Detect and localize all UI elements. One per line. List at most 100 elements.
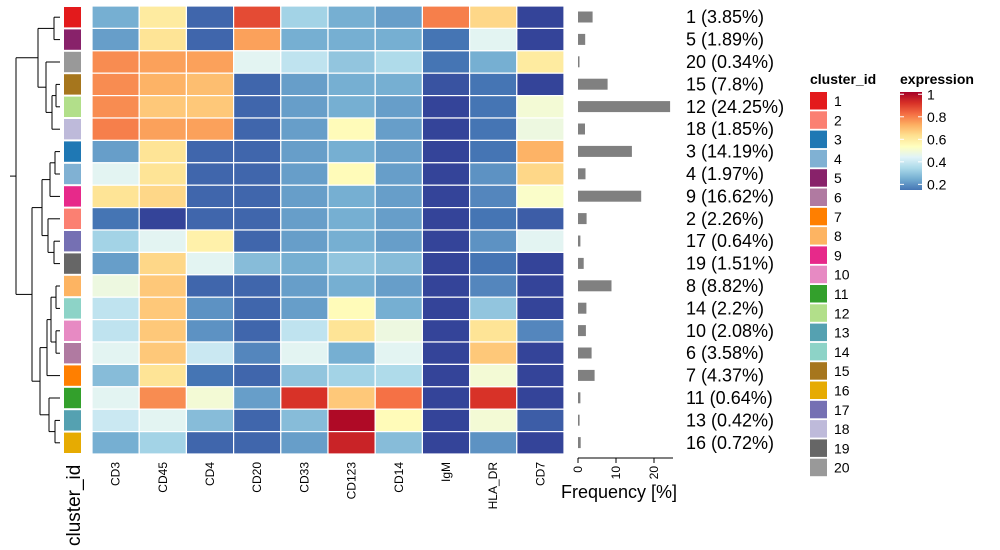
- frequency-bar: [578, 437, 581, 449]
- expression-tick-label: 0.8: [927, 109, 947, 125]
- heatmap-cell: [421, 50, 471, 74]
- cluster-annotation-cell: [64, 275, 81, 297]
- row-label: 14 (2.2%): [686, 298, 764, 318]
- cluster-legend-label: 19: [834, 440, 850, 456]
- frequency-bar: [578, 257, 584, 269]
- heatmap-cell: [469, 296, 518, 321]
- column-label: CD4: [203, 462, 217, 486]
- cluster-legend-label: 20: [834, 460, 850, 476]
- heatmap-cell: [374, 431, 424, 455]
- cluster-legend-label: 8: [834, 228, 842, 244]
- heatmap-cell: [280, 184, 329, 209]
- cluster-legend-swatch: [810, 439, 827, 457]
- heatmap-cell: [374, 94, 424, 119]
- heatmap-cell: [469, 251, 518, 276]
- column-label: CD123: [345, 462, 359, 500]
- heatmap-cell: [280, 50, 329, 74]
- column-labels: CD3 CD45 CD4 CD20 CD33 CD123 CD14 IgM HLA_DR CD7: [109, 462, 548, 510]
- heatmap-cell: [280, 207, 329, 231]
- row-label: 12 (24.25%): [686, 97, 784, 117]
- heatmap-cell: [138, 5, 187, 29]
- heatmap-cell: [469, 27, 518, 52]
- cluster-annotation-cell: [64, 320, 81, 341]
- heatmap-cell: [280, 117, 329, 141]
- heatmap-cell: [327, 72, 376, 97]
- cluster-legend-label: 16: [834, 383, 850, 399]
- heatmap-cell: [138, 274, 187, 298]
- heatmap-cell: [233, 319, 282, 343]
- heatmap-cell: [185, 50, 235, 74]
- heatmap-cell: [138, 184, 187, 209]
- heatmap-cell: [91, 27, 140, 52]
- row-label: 8 (8.82%): [686, 276, 764, 296]
- heatmap-cell: [280, 94, 329, 119]
- heatmap-cell: [280, 431, 329, 455]
- heatmap-cell: [469, 431, 518, 455]
- heatmap-cell: [469, 386, 518, 410]
- heatmap-cell: [280, 363, 329, 388]
- cluster-legend-label: 17: [834, 402, 850, 418]
- heatmap-cell: [374, 27, 424, 52]
- cluster-legend-swatch: [810, 265, 827, 284]
- heatmap-cell: [516, 274, 565, 298]
- heatmap-cell: [421, 341, 471, 365]
- heatmap-cell: [421, 251, 471, 276]
- cluster-legend-swatch: [810, 169, 827, 187]
- column-label: CD20: [250, 462, 264, 493]
- heatmap-cell: [327, 296, 376, 321]
- heatmap-cell: [374, 117, 424, 141]
- heatmap-cell: [469, 94, 518, 119]
- cluster-legend-swatch: [810, 130, 827, 149]
- heatmap-cell: [327, 251, 376, 276]
- cluster-legend-label: 15: [834, 363, 850, 379]
- heatmap-cell: [469, 363, 518, 388]
- heatmap-cell: [185, 139, 235, 164]
- heatmap-cell: [374, 184, 424, 209]
- cluster-legend-label: 12: [834, 305, 850, 321]
- heatmap-cell: [516, 386, 565, 410]
- heatmap-cell: [91, 5, 140, 29]
- row-labels: 1 (3.85%) 5 (1.89%)20 (0.34%)15 (7.8%) 12 …: [686, 7, 784, 453]
- heatmap-cell: [185, 296, 235, 321]
- cluster-annotation-cell: [64, 253, 81, 274]
- row-label: 20 (0.34%): [686, 52, 774, 72]
- heatmap-cell: [185, 274, 235, 298]
- heatmap-cell: [91, 162, 140, 186]
- heatmap-cell: [185, 162, 235, 186]
- heatmap-cell: [138, 207, 187, 231]
- heatmap-cell: [138, 94, 187, 119]
- heatmap-cell: [138, 296, 187, 321]
- heatmap-cell: [233, 94, 282, 119]
- heatmap-cell: [421, 72, 471, 97]
- row-label: 16 (0.72%): [686, 433, 774, 453]
- cluster-annotation-cell: [64, 119, 81, 140]
- heatmap-cell: [374, 341, 424, 365]
- heatmap-cell: [280, 251, 329, 276]
- heatmap-cell: [91, 408, 140, 433]
- heatmap-cell: [327, 117, 376, 141]
- heatmap-cell: [374, 386, 424, 410]
- heatmap-cell: [91, 386, 140, 410]
- cluster-annotation-cell: [64, 74, 81, 95]
- cluster-legend-swatch: [810, 342, 827, 361]
- heatmap-cell: [516, 162, 565, 186]
- frequency-bar: [578, 369, 595, 381]
- frequency-bar: [578, 414, 580, 426]
- heatmap-cell: [185, 94, 235, 119]
- heatmap-cell: [516, 72, 565, 97]
- heatmap-cell: [280, 72, 329, 97]
- heatmap-cell: [185, 408, 235, 433]
- heatmap-cell: [374, 162, 424, 186]
- heatmap-cell: [280, 274, 329, 298]
- cluster-legend-label: 9: [834, 247, 842, 263]
- cluster-annotation-cell: [64, 208, 81, 229]
- heatmap-cell: [185, 251, 235, 276]
- cluster-annotation-cell: [64, 231, 81, 252]
- heatmap-cell: [469, 229, 518, 253]
- heatmap-cell: [233, 296, 282, 321]
- heatmap-cell: [469, 5, 518, 29]
- frequency-bar: [578, 347, 592, 359]
- frequency-bar: [578, 280, 612, 292]
- cluster-annotation-cell: [64, 365, 81, 386]
- column-label: CD45: [156, 462, 170, 493]
